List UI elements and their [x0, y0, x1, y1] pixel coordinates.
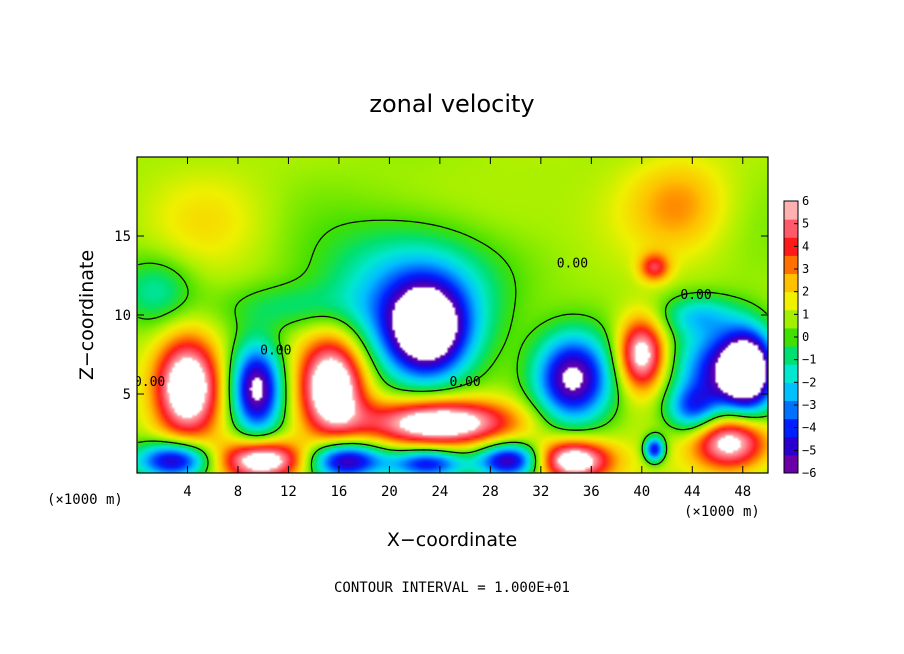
y-axis-ticks: 5 10 15 [114, 229, 768, 403]
contour-labels: 0.00 0.00 0.00 0.00 0.00 [134, 257, 712, 391]
contour-value-label: 0.00 [260, 344, 291, 359]
colorbar-tick-label: −2 [802, 375, 816, 389]
colorbar-swatch [784, 237, 798, 256]
colorbar-swatch [784, 436, 798, 456]
contour-value-label: 0.00 [449, 375, 480, 390]
colorbar-swatch [784, 364, 798, 383]
colorbar: 6 5 4 3 2 1 0 −1 −2 −3 −4 −5 −6 [783, 194, 816, 480]
contour-value-label: 0.00 [557, 257, 588, 272]
x-tick-label: 40 [633, 484, 650, 500]
x-tick-label: 12 [280, 484, 297, 500]
contour-lines [138, 219, 768, 473]
colorbar-swatch [784, 382, 798, 401]
x-axis-label: X−coordinate [387, 529, 517, 551]
colorbar-swatch [784, 327, 798, 347]
colorbar-swatch [784, 219, 798, 238]
x-unit-label-right: (×1000 m) [684, 504, 760, 520]
colorbar-swatch [784, 309, 798, 329]
colorbar-swatch [784, 201, 798, 220]
contour-interval-note: CONTOUR INTERVAL = 1.000E+01 [334, 580, 570, 596]
y-tick-label: 10 [114, 308, 131, 324]
x-unit-label-left: (×1000 m) [47, 492, 123, 508]
colorbar-tick-label: −1 [802, 353, 816, 367]
colorbar-tick-label: −3 [802, 398, 816, 412]
colorbar-swatch [784, 418, 798, 438]
colorbar-ticks: 6 5 4 3 2 1 0 −1 −2 −3 −4 −5 −6 [794, 194, 816, 480]
x-tick-label: 16 [330, 484, 347, 500]
x-tick-label: 20 [381, 484, 398, 500]
colorbar-tick-label: 4 [802, 239, 809, 253]
colorbar-tick-label: 3 [802, 262, 809, 276]
colorbar-swatch [784, 400, 798, 420]
colorbar-tick-label: −5 [802, 443, 816, 457]
colorbar-swatch [784, 454, 798, 474]
colorbar-tick-label: 6 [802, 194, 809, 208]
contour-value-label: 0.00 [680, 288, 711, 303]
contour-value-label: 0.00 [134, 375, 165, 390]
chart-title: zonal velocity [369, 90, 534, 118]
colorbar-swatch [784, 346, 798, 365]
x-tick-label: 36 [583, 484, 600, 500]
y-tick-label: 15 [114, 229, 131, 245]
colorbar-swatch [784, 291, 798, 311]
colorbar-tick-label: 5 [802, 217, 809, 231]
x-tick-label: 24 [431, 484, 448, 500]
x-tick-label: 44 [684, 484, 701, 500]
colorbar-tick-label: 0 [802, 330, 809, 344]
x-tick-label: 8 [234, 484, 242, 500]
colorbar-swatch [784, 273, 798, 293]
heatmap-image [137, 157, 768, 473]
colorbar-tick-label: −4 [802, 421, 816, 435]
heatmap-field: 0.00 0.00 0.00 0.00 0.00 [134, 157, 768, 473]
x-tick-label: 48 [734, 484, 751, 500]
zero-contour-line [138, 219, 768, 473]
x-tick-label: 4 [183, 484, 191, 500]
y-axis-label: Z−coordinate [76, 250, 98, 380]
colorbar-tick-label: −6 [802, 466, 816, 480]
colorbar-swatch [784, 255, 798, 275]
colorbar-tick-label: 2 [802, 285, 809, 299]
x-tick-label: 32 [532, 484, 549, 500]
x-tick-label: 28 [482, 484, 499, 500]
colorbar-tick-label: 1 [802, 307, 809, 321]
x-axis-ticks: 4 8 12 16 20 24 28 32 36 40 44 48 [183, 157, 751, 500]
y-tick-label: 5 [123, 387, 131, 403]
